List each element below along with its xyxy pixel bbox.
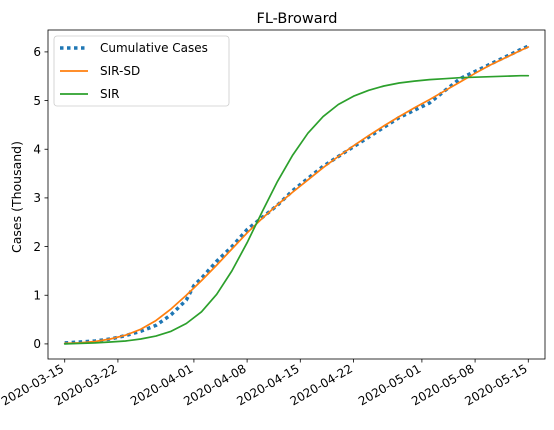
y-tick-label: 3 xyxy=(33,191,41,205)
y-tick-label: 2 xyxy=(33,240,41,254)
legend-box xyxy=(53,35,230,107)
y-tick-label: 6 xyxy=(33,45,41,59)
y-tick-label: 1 xyxy=(33,289,41,303)
series-line-sir-sd xyxy=(63,46,530,345)
y-tick-label: 0 xyxy=(33,337,41,351)
series-line-sir xyxy=(63,74,530,345)
legend-label-sir: SIR xyxy=(100,87,120,101)
axes-frame xyxy=(47,29,546,360)
legend-label-sir-sd: SIR-SD xyxy=(100,64,140,78)
legend-label-cumulative-cases: Cumulative Cases xyxy=(100,41,208,55)
y-tick-label: 4 xyxy=(33,143,41,157)
y-tick-label: 5 xyxy=(33,94,41,108)
y-axis-label: Cases (Thousand) xyxy=(9,141,24,253)
legend: Cumulative Cases SIR-SD SIR xyxy=(53,35,230,107)
chart-title: FL-Broward xyxy=(257,11,338,27)
